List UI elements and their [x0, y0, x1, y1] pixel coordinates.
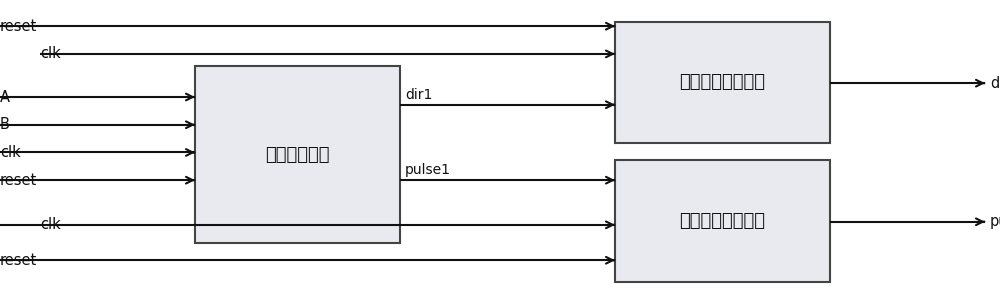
- Text: pulse1: pulse1: [405, 163, 451, 177]
- Bar: [195, 66, 400, 243]
- Text: clk: clk: [40, 47, 61, 61]
- Bar: [615, 160, 830, 282]
- Text: B: B: [0, 117, 10, 132]
- Text: pulse: pulse: [990, 214, 1000, 229]
- Text: A: A: [0, 90, 10, 104]
- Text: reset: reset: [0, 19, 37, 34]
- Text: reset: reset: [0, 253, 37, 268]
- Bar: [615, 22, 830, 143]
- Text: dir1: dir1: [405, 88, 432, 102]
- Text: clk: clk: [0, 145, 21, 160]
- Text: 倍频信号调理模块: 倍频信号调理模块: [680, 212, 766, 230]
- Text: dir: dir: [990, 76, 1000, 91]
- Text: reset: reset: [0, 173, 37, 188]
- Text: 鉴相信号滤波模块: 鉴相信号滤波模块: [680, 73, 766, 91]
- Text: clk: clk: [40, 217, 61, 232]
- Text: 鉴相倍频模块: 鉴相倍频模块: [265, 146, 330, 164]
